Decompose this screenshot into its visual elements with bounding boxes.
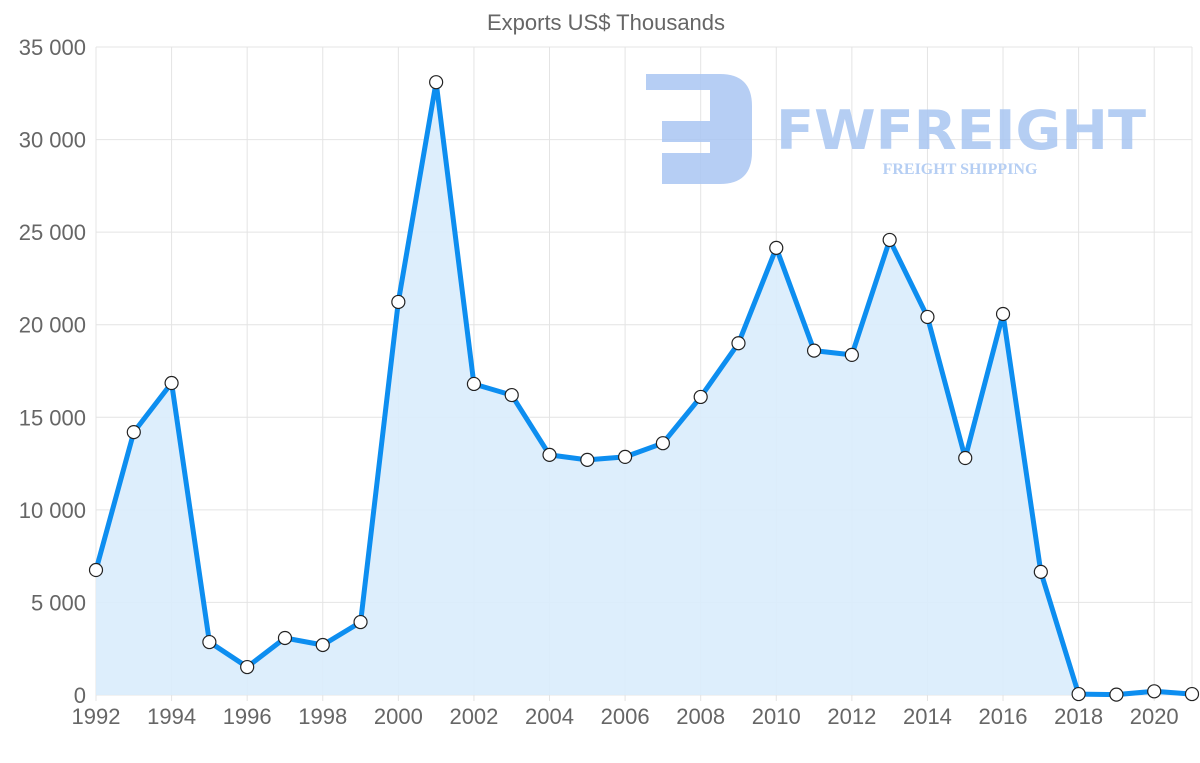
x-tick-label: 2008 — [676, 704, 725, 729]
data-point — [391, 294, 406, 310]
watermark-logo: FWFREIGHT FREIGHT SHIPPING — [646, 74, 1146, 184]
data-point — [315, 637, 330, 653]
data-point — [164, 375, 179, 391]
y-tick-label: 10 000 — [19, 498, 86, 523]
y-tick-label: 20 000 — [19, 313, 86, 338]
y-tick-label: 30 000 — [19, 128, 86, 153]
data-point — [353, 614, 368, 630]
data-point — [277, 630, 293, 646]
x-tick-label: 1998 — [298, 704, 347, 729]
series-area-fill — [96, 82, 1192, 695]
x-tick-label: 2002 — [449, 704, 498, 729]
chart-title: Exports US$ Thousands — [487, 10, 725, 35]
data-point — [542, 447, 557, 462]
y-tick-label: 5 000 — [31, 590, 86, 615]
logo-mark-icon — [646, 74, 752, 184]
watermark-brand: FWFREIGHT — [776, 99, 1146, 162]
data-point — [240, 659, 255, 675]
data-point — [504, 387, 519, 403]
data-point — [1184, 686, 1200, 702]
data-point — [958, 450, 973, 466]
data-point — [731, 336, 746, 351]
data-point — [655, 436, 670, 451]
y-tick-label: 35 000 — [19, 35, 86, 60]
data-point — [202, 634, 217, 650]
data-point — [618, 449, 633, 465]
data-point — [580, 452, 595, 467]
x-tick-label: 2010 — [752, 704, 801, 729]
data-point — [1071, 686, 1086, 702]
x-tick-label: 2006 — [601, 704, 650, 729]
data-point — [88, 562, 104, 578]
x-tick-label: 2004 — [525, 704, 574, 729]
data-points — [88, 75, 1200, 702]
data-point — [693, 389, 708, 405]
x-tick-label: 2016 — [979, 704, 1028, 729]
watermark-tagline: FREIGHT SHIPPING — [883, 161, 1038, 178]
data-point — [1109, 687, 1124, 702]
x-tick-label: 1996 — [223, 704, 272, 729]
x-tick-label: 2018 — [1054, 704, 1103, 729]
x-tick-label: 2000 — [374, 704, 423, 729]
data-point — [920, 309, 935, 325]
data-point — [429, 75, 444, 90]
data-point — [995, 306, 1011, 322]
y-tick-label: 15 000 — [19, 405, 86, 430]
y-tick-label: 0 — [74, 683, 86, 708]
data-point — [1147, 684, 1162, 699]
x-tick-label: 1994 — [147, 704, 196, 729]
data-point — [1033, 564, 1048, 579]
y-tick-label: 25 000 — [19, 220, 86, 245]
data-point — [466, 376, 482, 392]
data-point — [844, 347, 859, 362]
data-point — [769, 240, 784, 255]
data-point — [882, 232, 897, 248]
data-point — [806, 343, 822, 358]
x-tick-label: 2012 — [827, 704, 876, 729]
y-axis: 0 5 000 10 000 15 000 20 000 25 000 30 000 35 0… — [19, 35, 86, 708]
data-point — [126, 424, 141, 440]
x-axis: 1992 1994 1996 1998 2000 2002 2004 2006 2008 2010… — [72, 704, 1179, 729]
x-tick-label: 1992 — [72, 704, 121, 729]
x-tick-label: 2014 — [903, 704, 952, 729]
x-tick-label: 2020 — [1130, 704, 1179, 729]
series-line — [93, 79, 1193, 698]
